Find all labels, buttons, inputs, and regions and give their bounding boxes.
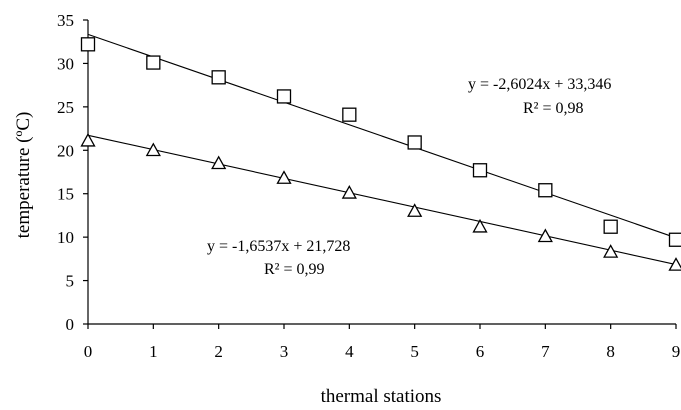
square-marker — [472, 163, 488, 178]
series-2-trendline — [87, 134, 677, 266]
triangle-marker — [276, 170, 292, 184]
x-tick-label: 7 — [541, 342, 550, 361]
y-axis-ticks: 0 5 10 15 20 25 30 35 — [57, 11, 88, 334]
y-tick-label: 35 — [57, 11, 74, 30]
axes — [87, 20, 676, 325]
data-points — [80, 37, 681, 271]
x-tick-label: 8 — [606, 342, 615, 361]
x-tick-label: 3 — [280, 342, 289, 361]
square-marker — [668, 232, 681, 247]
triangle-marker — [537, 228, 553, 243]
y-tick-label: 5 — [66, 272, 75, 291]
x-tick-label: 5 — [410, 342, 419, 361]
triangle-marker — [407, 203, 423, 217]
square-marker — [603, 219, 618, 234]
triangle-marker — [145, 142, 161, 157]
y-tick-label: 0 — [66, 315, 75, 334]
triangle-marker — [472, 218, 488, 233]
square-marker — [276, 89, 292, 104]
square-marker — [538, 183, 553, 198]
square-marker — [146, 55, 161, 70]
series-1-trendline — [87, 33, 677, 239]
series-1-equation: y = -2,6024x + 33,346 — [468, 76, 611, 93]
triangle-marker — [603, 244, 619, 258]
square-marker — [211, 70, 226, 85]
y-tick-label: 25 — [57, 98, 74, 117]
series-1-r2: R² = 0,98 — [523, 100, 584, 117]
x-axis-ticks: 0 1 2 3 4 5 6 7 8 9 — [84, 324, 681, 361]
x-tick-label: 0 — [84, 342, 93, 361]
x-tick-label: 9 — [672, 342, 681, 361]
triangle-marker — [668, 257, 681, 271]
series-2-r2: R² = 0,99 — [264, 261, 325, 278]
x-tick-label: 2 — [214, 342, 223, 361]
x-tick-label: 4 — [345, 342, 354, 361]
triangle-marker — [80, 132, 96, 147]
y-tick-label: 30 — [57, 54, 74, 73]
square-marker — [80, 37, 96, 52]
x-tick-label: 6 — [476, 342, 485, 361]
y-tick-label: 20 — [57, 141, 74, 160]
series-2-equation: y = -1,6537x + 21,728 — [207, 238, 350, 255]
triangle-marker — [211, 155, 227, 170]
y-axis-title: temperature (ºC) — [13, 112, 34, 239]
y-tick-label: 15 — [57, 185, 74, 204]
y-tick-label: 10 — [57, 228, 74, 247]
triangle-marker — [341, 185, 357, 199]
square-marker — [342, 107, 357, 122]
trendlines — [87, 33, 677, 266]
x-axis-title: thermal stations — [321, 386, 442, 407]
square-marker — [407, 135, 422, 150]
x-tick-label: 1 — [149, 342, 158, 361]
